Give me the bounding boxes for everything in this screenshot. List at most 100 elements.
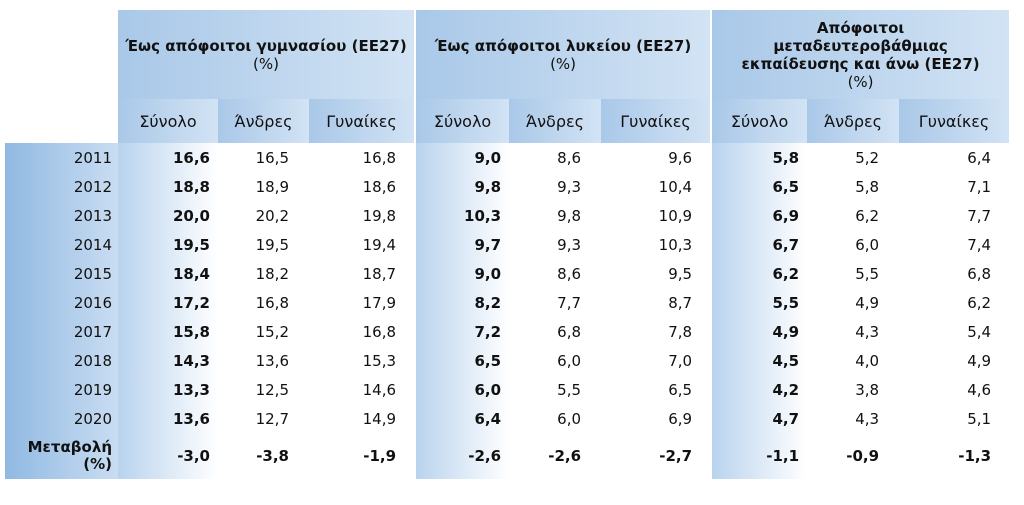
year-cell: 2017 [5, 317, 118, 346]
year-cell: 2011 [5, 143, 118, 172]
total-value-cell: 4,9 [710, 317, 808, 346]
men-value-cell: 19,5 [255, 235, 289, 254]
change-value: -2,6 [548, 447, 582, 465]
corner-cell [5, 10, 118, 99]
year-cell: 2019 [5, 375, 118, 404]
table-row: 2016 17,2 16,8 17,9 8,2 7,7 8,7 5,5 4,9 6,2 [5, 288, 1009, 317]
women-value-cell: 6,2 [967, 293, 992, 312]
men-value-cell: 12,7 [255, 409, 289, 428]
group-unit: (%) [253, 54, 279, 73]
total-value-cell: 9,7 [414, 230, 510, 259]
subheader-men: Άνδρες [509, 99, 602, 143]
women-value-cell: 6,5 [668, 380, 693, 399]
subheader-total: Σύνολο [710, 99, 808, 143]
men-value-cell: 5,5 [855, 264, 880, 283]
group-unit: (%) [847, 72, 874, 91]
women-value-cell: 8,7 [668, 293, 693, 312]
men-value-cell: 8,6 [557, 264, 582, 283]
women-value-cell: 18,7 [362, 264, 397, 283]
men-value-cell: 7,7 [557, 293, 582, 312]
table-row: 2012 18,8 18,9 18,6 9,8 9,3 10,4 6,5 5,8 7,1 [5, 172, 1009, 201]
table-row: 2011 16,6 16,5 16,8 9,0 8,6 9,6 5,8 5,2 6,4 [5, 143, 1009, 172]
women-value-cell: 5,1 [967, 409, 992, 428]
men-value-cell: 4,9 [855, 293, 880, 312]
men-value-cell: 3,8 [855, 380, 880, 399]
year-cell: 2020 [5, 404, 118, 433]
change-value: -1,1 [710, 433, 808, 479]
total-value-cell: 6,5 [710, 172, 808, 201]
total-value-cell: 6,0 [414, 375, 510, 404]
women-value-cell: 6,8 [967, 264, 992, 283]
change-label: Μεταβολή (%) [5, 433, 118, 479]
women-value-cell: 14,6 [362, 380, 397, 399]
men-value-cell: 4,3 [855, 409, 880, 428]
women-value-cell: 7,0 [668, 351, 693, 370]
year-cell: 2015 [5, 259, 118, 288]
subheader-total: Σύνολο [414, 99, 510, 143]
total-value-cell: 17,2 [118, 288, 218, 317]
total-value-cell: 4,7 [710, 404, 808, 433]
total-value-cell: 13,6 [118, 404, 218, 433]
men-value-cell: 5,2 [855, 148, 880, 167]
change-row: Μεταβολή (%) -3,0 -3,8 -1,9 -2,6 -2,6 -2,… [5, 433, 1009, 479]
total-value-cell: 19,5 [118, 230, 218, 259]
men-value-cell: 16,5 [255, 148, 289, 167]
group-header-upper-secondary: Έως απόφοιτοι λυκείου (ΕΕ27) (%) [414, 10, 712, 99]
total-value-cell: 6,5 [414, 346, 510, 375]
change-value: -1,9 [363, 447, 397, 465]
table-body: 2011 16,6 16,5 16,8 9,0 8,6 9,6 5,8 5,2 6,4 2012 18… [5, 143, 1009, 479]
total-value-cell: 6,7 [710, 230, 808, 259]
year-cell: 2012 [5, 172, 118, 201]
total-value-cell: 4,5 [710, 346, 808, 375]
total-value-cell: 4,2 [710, 375, 808, 404]
women-value-cell: 7,4 [967, 235, 992, 254]
men-value-cell: 6,0 [557, 351, 582, 370]
total-value-cell: 18,8 [118, 172, 218, 201]
total-value-cell: 15,8 [118, 317, 218, 346]
table-row: 2020 13,6 12,7 14,9 6,4 6,0 6,9 4,7 4,3 5,1 [5, 404, 1009, 433]
men-value-cell: 15,2 [255, 322, 289, 341]
men-value-cell: 5,5 [557, 380, 582, 399]
group-title: Απόφοιτοι μεταδευτεροβάθμιας εκπαίδευσης… [741, 18, 980, 73]
total-value-cell: 6,2 [710, 259, 808, 288]
table-row: 2017 15,8 15,2 16,8 7,2 6,8 7,8 4,9 4,3 5,4 [5, 317, 1009, 346]
total-value-cell: 6,4 [414, 404, 510, 433]
women-value-cell: 16,8 [362, 322, 397, 341]
women-value-cell: 5,4 [967, 322, 992, 341]
total-value-cell: 16,6 [118, 143, 218, 172]
data-table: Έως απόφοιτοι γυμνασίου (ΕΕ27) (%) Έως α… [5, 10, 1010, 479]
total-value-cell: 10,3 [414, 201, 510, 230]
men-value-cell: 12,5 [255, 380, 289, 399]
men-value-cell: 6,0 [557, 409, 582, 428]
total-value-cell: 13,3 [118, 375, 218, 404]
men-value-cell: 4,3 [855, 322, 880, 341]
women-value-cell: 19,8 [362, 206, 397, 225]
subheader-men: Άνδρες [218, 99, 309, 143]
subheader-women: Γυναίκες [309, 99, 416, 143]
total-value-cell: 9,0 [414, 143, 510, 172]
women-value-cell: 10,4 [658, 177, 693, 196]
women-value-cell: 7,1 [967, 177, 992, 196]
men-value-cell: 13,6 [255, 351, 289, 370]
men-value-cell: 16,8 [255, 293, 289, 312]
table-row: 2015 18,4 18,2 18,7 9,0 8,6 9,5 6,2 5,5 6,8 [5, 259, 1009, 288]
men-value-cell: 20,2 [255, 206, 289, 225]
group-unit: (%) [550, 54, 577, 73]
men-value-cell: 4,0 [855, 351, 880, 370]
table-row: 2014 19,5 19,5 19,4 9,7 9,3 10,3 6,7 6,0 7,4 [5, 230, 1009, 259]
change-value: -0,9 [846, 447, 880, 465]
women-value-cell: 4,9 [967, 351, 992, 370]
women-value-cell: 19,4 [362, 235, 397, 254]
total-value-cell: 7,2 [414, 317, 510, 346]
total-value-cell: 8,2 [414, 288, 510, 317]
total-value-cell: 18,4 [118, 259, 218, 288]
total-value-cell: 5,5 [710, 288, 808, 317]
women-value-cell: 6,9 [668, 409, 693, 428]
subheader-row: Σύνολο Άνδρες Γυναίκες Σύνολο Άνδρες Γυν… [5, 99, 1010, 143]
subheader-men: Άνδρες [807, 99, 900, 143]
men-value-cell: 9,3 [557, 177, 582, 196]
year-cell: 2014 [5, 230, 118, 259]
women-value-cell: 10,9 [658, 206, 693, 225]
group-title: Έως απόφοιτοι λυκείου (ΕΕ27) [434, 36, 692, 55]
group-header-post-secondary: Απόφοιτοι μεταδευτεροβάθμιας εκπαίδευσης… [710, 10, 1010, 99]
